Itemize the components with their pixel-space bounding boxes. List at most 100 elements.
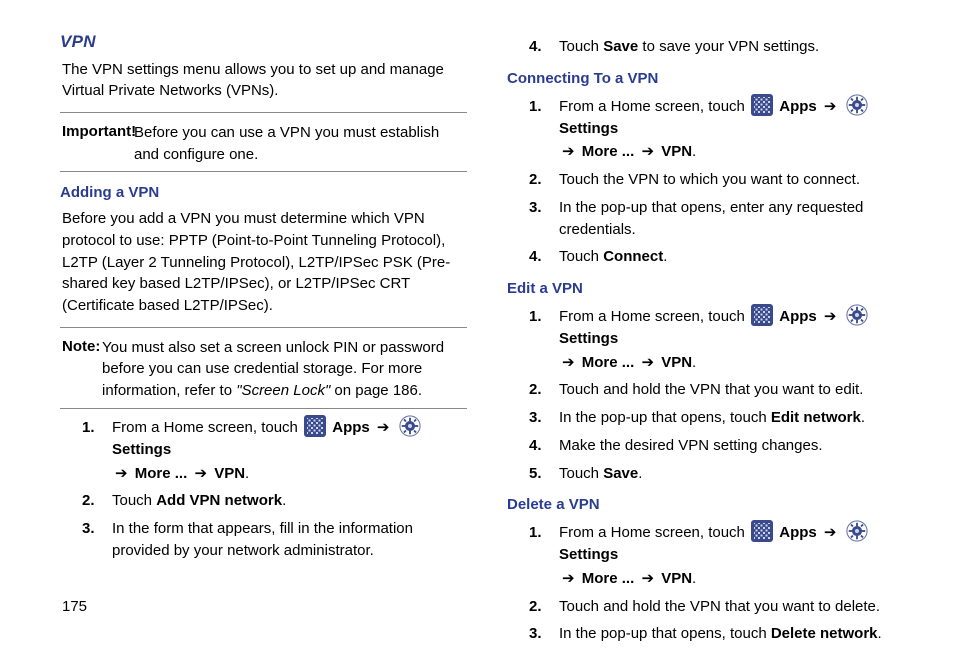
apps-label: Apps [779,98,817,115]
list-item: Touch and hold the VPN that you want to … [529,596,914,618]
arrow-icon: ➔ [821,524,840,541]
more-label: More ... [582,570,635,587]
vpn-label: VPN [214,465,245,482]
settings-icon [846,520,868,542]
arrow-icon: ➔ [112,465,131,482]
apps-icon [304,415,326,437]
note-label: Note: [62,338,100,355]
step-text: Touch [559,38,603,55]
vpn-intro: The VPN settings menu allows you to set … [62,59,467,103]
list-item: In the form that appears, fill in the in… [82,518,467,562]
list-item: From a Home screen, touch Apps ➔ Setting… [529,306,914,374]
list-item: In the pop-up that opens, touch Edit net… [529,407,914,429]
step-text: . [861,409,865,426]
connecting-steps: From a Home screen, touch Apps ➔ Setting… [529,96,914,269]
nav-continuation: ➔ More ... ➔ VPN. [559,568,914,590]
rule [60,112,467,113]
list-item: Touch and hold the VPN that you want to … [529,379,914,401]
step-text: . [663,248,667,265]
step-text: In the pop-up that opens, touch [559,409,771,426]
rule [60,327,467,328]
edit-steps: From a Home screen, touch Apps ➔ Setting… [529,306,914,485]
step-text: In the form that appears, fill in the in… [112,520,413,559]
step-text: Make the desired VPN setting changes. [559,437,822,454]
note-after: on page 186. [330,382,422,399]
settings-icon [846,94,868,116]
heading-connecting: Connecting To a VPN [507,68,914,90]
step-text: . [638,465,642,482]
apps-label: Apps [779,524,817,541]
arrow-icon: ➔ [559,143,578,160]
arrow-icon: ➔ [638,354,657,371]
step-text: In the pop-up that opens, touch [559,625,771,642]
note-text: You must also set a screen unlock PIN or… [102,337,467,402]
more-label: More ... [135,465,188,482]
nav-continuation: ➔ More ... ➔ VPN. [112,463,467,485]
step-bold: Save [603,38,638,55]
apps-icon [751,520,773,542]
settings-label: Settings [559,546,618,563]
more-label: More ... [582,143,635,160]
step-bold: Edit network [771,409,861,426]
list-item: Make the desired VPN setting changes. [529,435,914,457]
arrow-icon: ➔ [191,465,210,482]
page-content: VPN The VPN settings menu allows you to … [0,0,954,671]
vpn-label: VPN [661,143,692,160]
step-text: Touch the VPN to which you want to conne… [559,171,860,188]
left-column: VPN The VPN settings menu allows you to … [60,30,467,651]
step-text: Touch and hold the VPN that you want to … [559,598,880,615]
step-bold: Connect [603,248,663,265]
important-text: Before you can use a VPN you must establ… [134,122,467,166]
vpn-label: VPN [661,570,692,587]
heading-edit: Edit a VPN [507,278,914,300]
step-text: Touch and hold the VPN that you want to … [559,381,863,398]
list-item: Touch Save to save your VPN settings. [529,36,914,58]
list-item: Touch Add VPN network. [82,490,467,512]
arrow-icon: ➔ [638,570,657,587]
apps-icon [751,94,773,116]
list-item: In the pop-up that opens, enter any requ… [529,197,914,241]
note-block: Note: You must also set a screen unlock … [62,336,467,402]
apps-label: Apps [332,419,370,436]
rule [60,171,467,172]
list-item: From a Home screen, touch Apps ➔ Setting… [529,96,914,164]
list-item: Touch the VPN to which you want to conne… [529,169,914,191]
settings-label: Settings [559,330,618,347]
list-item: Touch Save. [529,463,914,485]
step-text: . [878,625,882,642]
settings-icon [846,304,868,326]
step-text: From a Home screen, touch [559,308,749,325]
adding-intro: Before you add a VPN you must determine … [62,208,467,317]
step-text: Touch [559,465,603,482]
step-bold: Save [603,465,638,482]
step-text: In the pop-up that opens, enter any requ… [559,199,863,238]
nav-continuation: ➔ More ... ➔ VPN. [559,141,914,163]
list-item: In the pop-up that opens, touch Delete n… [529,623,914,645]
adding-steps-cont: Touch Save to save your VPN settings. [529,36,914,58]
step-bold: Delete network [771,625,878,642]
list-item: From a Home screen, touch Apps ➔ Setting… [82,417,467,485]
settings-label: Settings [559,120,618,137]
arrow-icon: ➔ [821,98,840,115]
list-item: From a Home screen, touch Apps ➔ Setting… [529,522,914,590]
step-text: From a Home screen, touch [112,419,302,436]
right-column: Touch Save to save your VPN settings. Co… [507,30,914,651]
settings-icon [399,415,421,437]
step-text: From a Home screen, touch [559,98,749,115]
nav-continuation: ➔ More ... ➔ VPN. [559,352,914,374]
step-bold: Add VPN network [156,492,282,509]
more-label: More ... [582,354,635,371]
arrow-icon: ➔ [638,143,657,160]
vpn-label: VPN [661,354,692,371]
step-text: Touch [112,492,156,509]
arrow-icon: ➔ [559,354,578,371]
adding-steps: From a Home screen, touch Apps ➔ Setting… [82,417,467,562]
important-note: Important! Before you can use a VPN you … [62,121,467,165]
important-label: Important! [62,123,136,140]
heading-delete: Delete a VPN [507,494,914,516]
arrow-icon: ➔ [559,570,578,587]
note-link: "Screen Lock" [236,382,330,399]
page-number: 175 [62,596,87,618]
step-text: to save your VPN settings. [638,38,819,55]
delete-steps: From a Home screen, touch Apps ➔ Setting… [529,522,914,645]
